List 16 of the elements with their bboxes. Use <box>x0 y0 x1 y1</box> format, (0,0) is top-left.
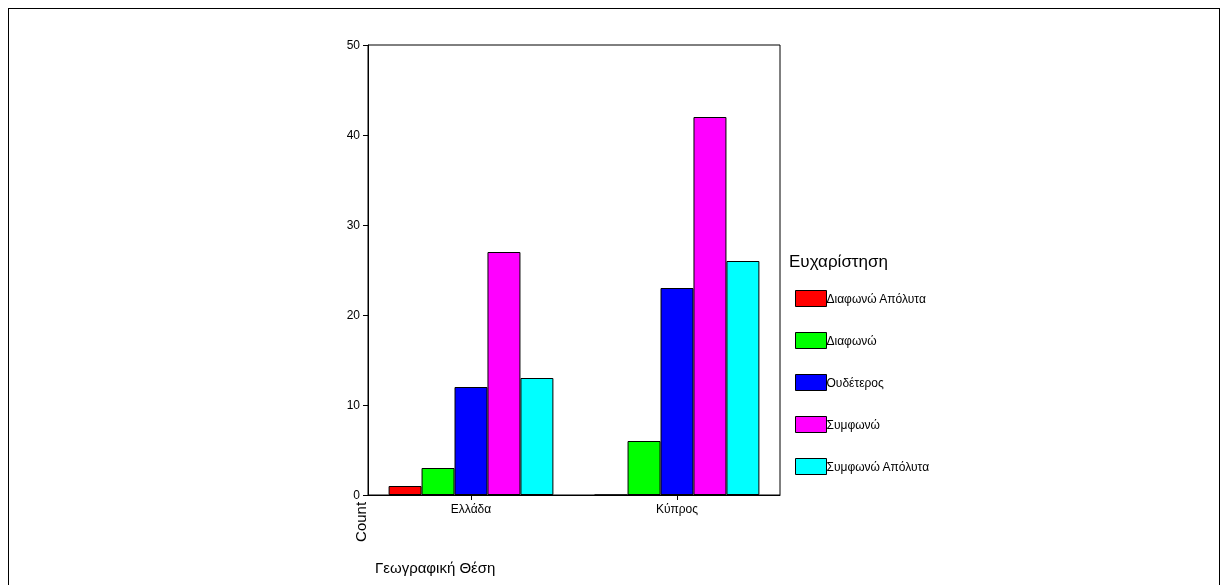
y-tick-label: 0 <box>353 488 361 502</box>
x-tick-label: Ελλάδα <box>450 502 492 516</box>
legend-label: Συμφωνώ <box>826 417 880 432</box>
y-tick-label: 50 <box>346 38 361 52</box>
legend-title: Ευχαρίστηση <box>789 252 888 271</box>
x-tick-label: Κύπρος <box>655 502 699 516</box>
legend-label: Συμφωνώ Απόλυτα <box>826 459 930 474</box>
legend-label: Διαφωνώ <box>826 333 877 348</box>
legend-label: Διαφωνώ Απόλυτα <box>826 291 926 306</box>
y-tick-label: 30 <box>346 218 361 232</box>
y-axis-title: Count <box>352 501 369 542</box>
y-tick-label: 10 <box>346 398 361 412</box>
legend-label: Ουδέτερος <box>826 375 885 390</box>
y-tick-label: 20 <box>346 308 361 322</box>
y-tick-label: 40 <box>346 128 361 142</box>
x-axis-title: Γεωγραφική Θέση <box>375 559 496 576</box>
